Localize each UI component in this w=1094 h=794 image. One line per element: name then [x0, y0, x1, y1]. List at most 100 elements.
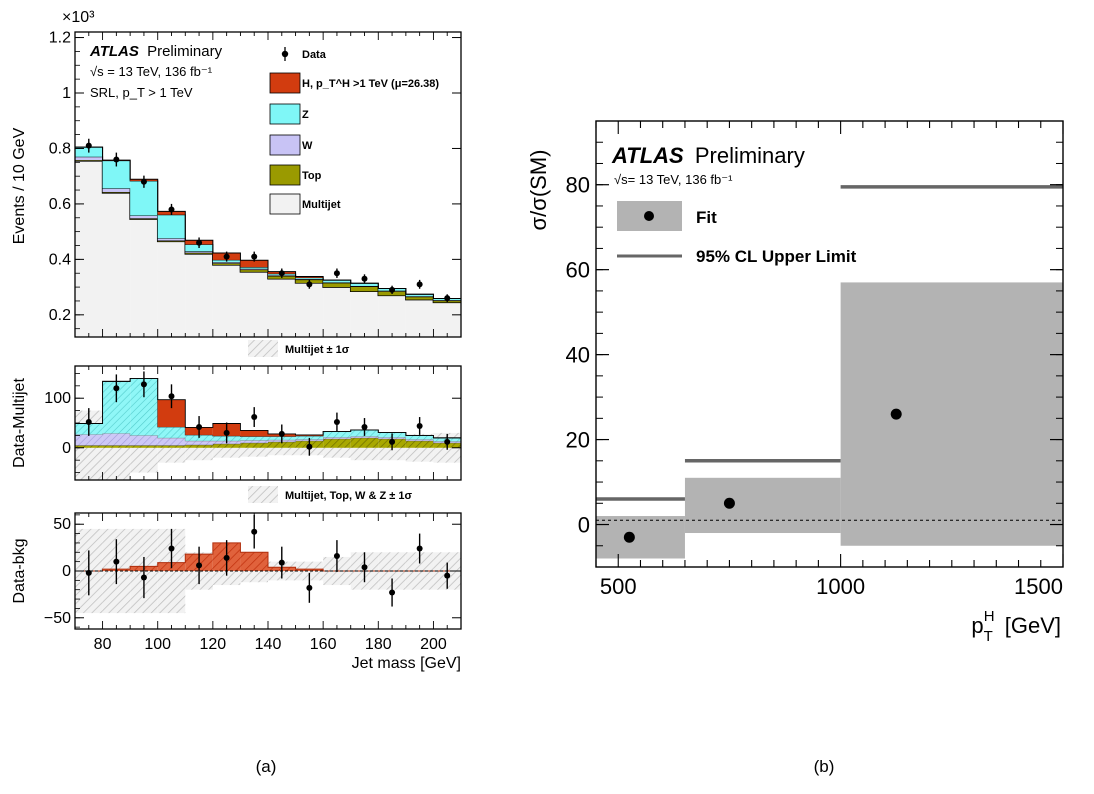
mass-distribution-axes: 0.2 0.4 0.6 0.8 1 1.2	[49, 30, 462, 337]
x-tick-label: 500	[600, 574, 637, 599]
stack-w-bin	[323, 437, 351, 439]
data-point	[168, 393, 175, 400]
x-tick-label: 100	[144, 636, 171, 653]
y-tick-label: 0.4	[49, 251, 71, 268]
stack-top-bin	[405, 296, 434, 300]
stack-multijet-bin	[323, 287, 351, 337]
data-point	[333, 419, 340, 426]
data-point	[306, 584, 313, 591]
y-tick-label: 50	[53, 516, 71, 533]
data-point	[196, 423, 203, 430]
y-tick-label: 20	[566, 428, 590, 453]
stack-top-bin	[130, 445, 158, 448]
data-point	[140, 574, 147, 581]
legend-fit-label: Fit	[696, 208, 717, 227]
stack-z-bin	[295, 277, 324, 280]
data-point	[306, 443, 313, 450]
data-point	[361, 564, 368, 571]
x-tick-label: 120	[200, 636, 227, 653]
data-point	[251, 414, 258, 421]
data-point	[416, 281, 423, 288]
y-tick-label: 60	[566, 258, 590, 283]
legend-upper-limit-label: 95% CL Upper Limit	[696, 247, 857, 266]
y-tick-label: 0	[578, 513, 590, 538]
stack-multijet-bin	[130, 219, 158, 337]
stack-top-bin	[102, 445, 131, 448]
data-point	[444, 572, 451, 579]
data-point	[416, 545, 423, 552]
fit-point	[890, 408, 902, 420]
fit-point	[623, 531, 635, 543]
data-point	[416, 422, 423, 429]
data-point	[278, 559, 285, 566]
stack-w-bin	[157, 238, 186, 241]
signal-strength-panel	[596, 185, 1063, 559]
data-point	[223, 429, 230, 436]
stack-top-bin	[212, 443, 241, 448]
data-point	[113, 385, 120, 392]
stack-w-bin	[405, 439, 434, 441]
stack-higgs-bin	[295, 276, 324, 278]
b-xlabel-sub: T	[984, 628, 993, 645]
data-point	[361, 275, 368, 282]
mid-ylabel: Data-Multijet	[11, 378, 28, 468]
data-point	[389, 438, 396, 445]
data-point	[223, 554, 230, 561]
stack-top-bin	[185, 444, 213, 448]
legend-b: Fit 95% CL Upper Limit	[617, 201, 857, 266]
y-tick-label: 0.2	[49, 307, 71, 324]
stack-multijet-bin	[212, 264, 241, 337]
region-label-a: SRL, p_T > 1 TeV	[90, 85, 193, 100]
stack-higgs-bin	[240, 552, 268, 571]
data-point	[140, 178, 147, 185]
stack-top-bin	[350, 286, 379, 292]
stack-multijet-bin	[102, 192, 131, 337]
stack-w-bin	[130, 215, 158, 219]
stack-z-bin	[323, 431, 351, 438]
stack-multijet-bin	[185, 253, 213, 337]
legend-multijet: Multijet	[269, 193, 341, 215]
x-tick-label: 1500	[1014, 574, 1063, 599]
stack-multijet-bin	[350, 291, 379, 337]
stack-top-bin	[405, 440, 434, 448]
stack-top-bin	[185, 252, 213, 254]
data-point	[251, 528, 258, 535]
fit-point	[723, 497, 735, 509]
x-tick-label: 1000	[816, 574, 865, 599]
y-tick-label: 1.2	[49, 30, 71, 47]
exponent-label: ×10³	[62, 9, 95, 26]
fit-uncertainty-band	[840, 282, 1063, 546]
stack-top-bin	[157, 445, 186, 448]
legend-higgs-label: H, p_T^H >1 TeV (μ=26.38)	[302, 78, 439, 90]
data-point	[444, 295, 451, 302]
data-point	[333, 553, 340, 560]
data-point	[223, 253, 230, 260]
stack-higgs-bin	[240, 430, 268, 437]
y-tick-label: 40	[566, 343, 590, 368]
stack-top-bin	[212, 263, 241, 265]
stack-z-bin	[240, 436, 268, 441]
b-xlabel-sup: H	[984, 608, 995, 625]
y-tick-label: 0	[62, 440, 71, 457]
top-ylabel: Events / 10 GeV	[11, 127, 28, 244]
fit-uncertainty-band	[684, 477, 841, 534]
data-point	[444, 438, 451, 445]
stack-w-bin	[350, 436, 379, 438]
stack-top-bin	[323, 438, 351, 448]
stack-higgs-bin	[295, 569, 324, 571]
x-tick-label: 180	[365, 636, 392, 653]
stack-multijet-bin	[405, 299, 434, 337]
legend-data: Data	[281, 47, 327, 61]
data-point	[278, 270, 285, 277]
b-xlabel-p: p	[971, 613, 983, 638]
legend-fit: Fit	[617, 201, 717, 231]
signal-strength-frame	[595, 120, 1064, 568]
data-point	[251, 253, 258, 260]
data-point	[306, 281, 313, 288]
x-tick-label: 160	[310, 636, 337, 653]
data-point	[85, 142, 92, 149]
x-tick-label: 140	[255, 636, 282, 653]
stack-top-bin	[323, 282, 351, 288]
atlas-suffix-b: Preliminary	[695, 143, 805, 168]
data-point	[168, 545, 175, 552]
